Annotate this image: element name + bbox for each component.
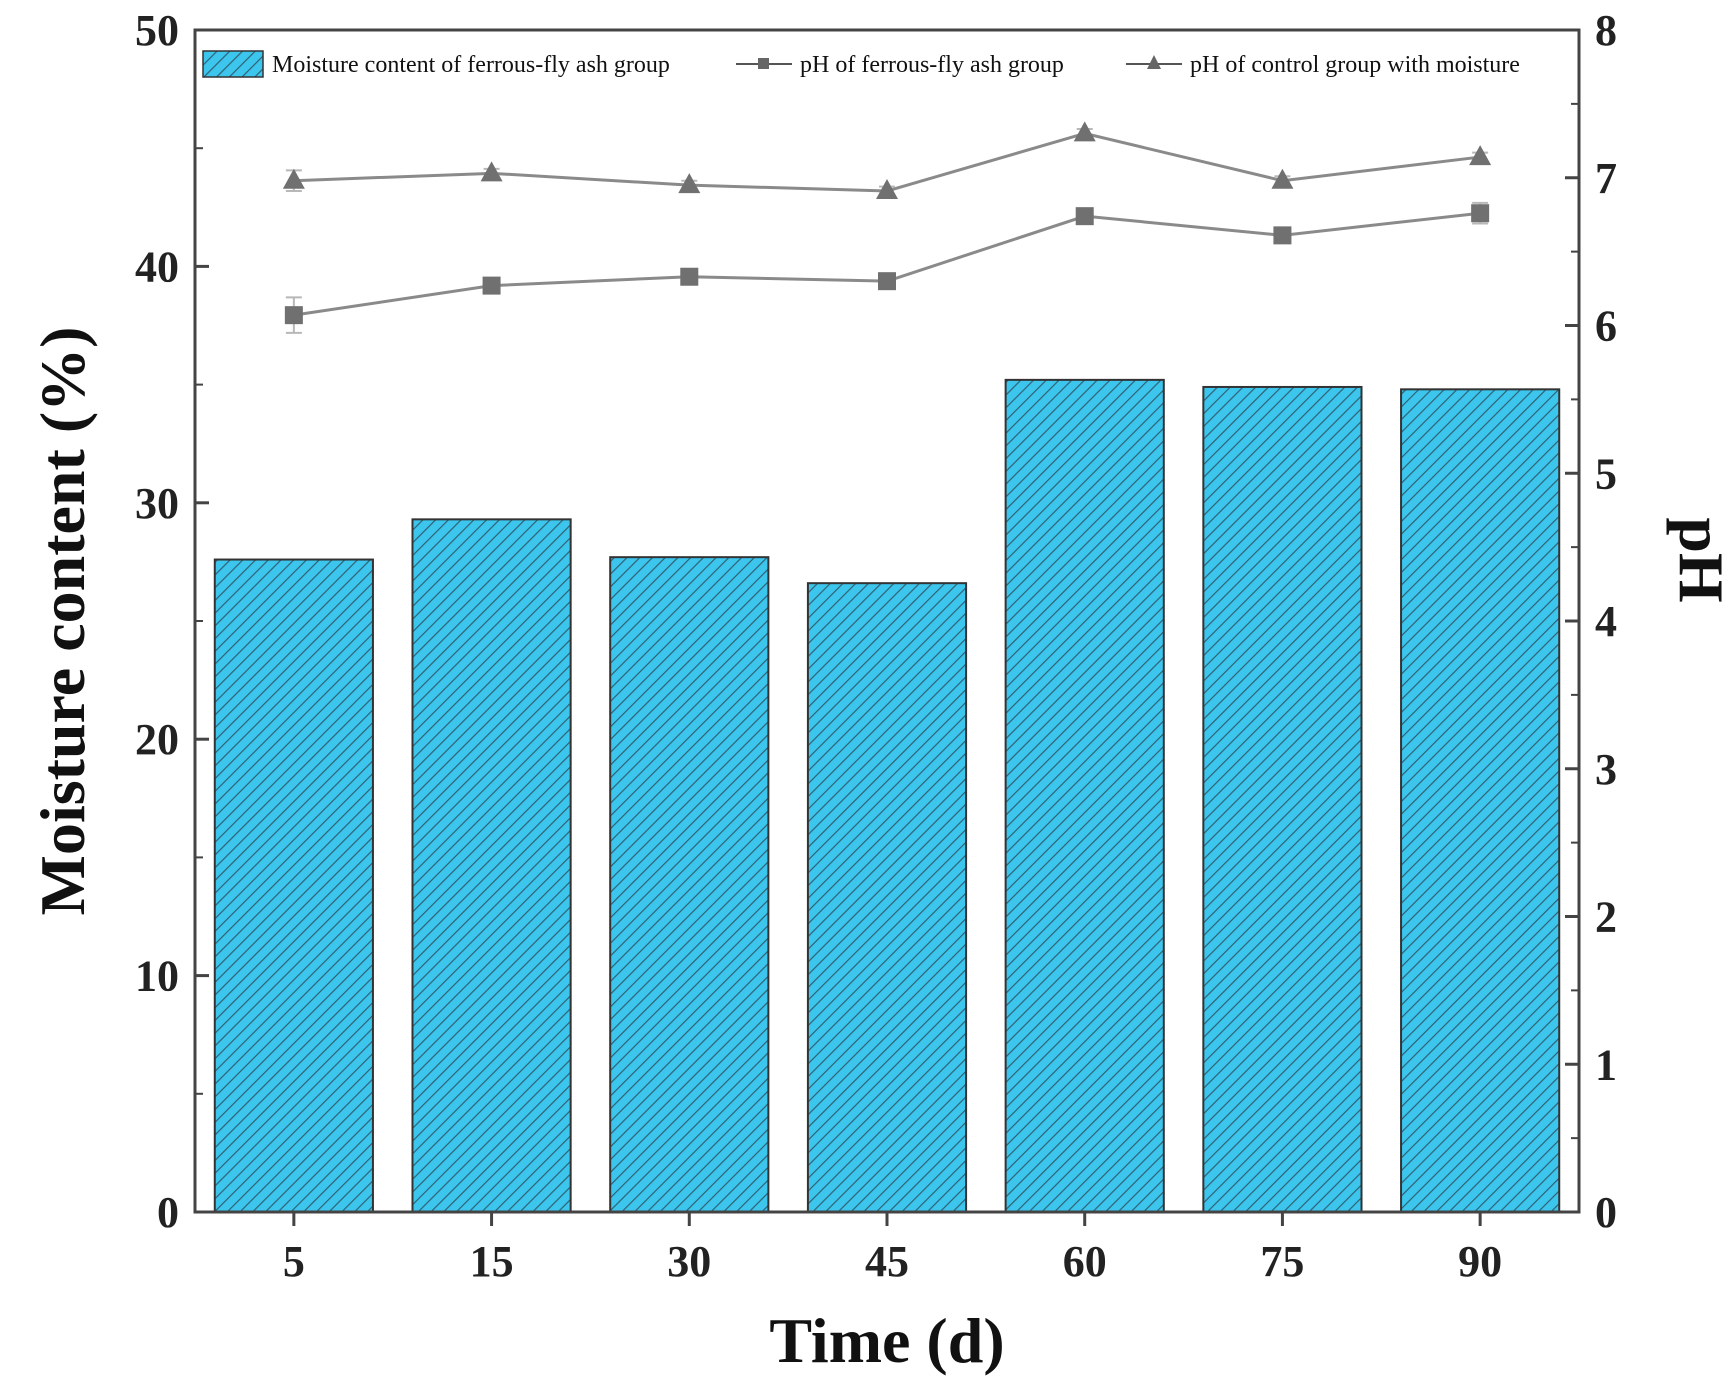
- y-axis-left-title: Moisture content (%): [27, 327, 98, 916]
- line-ph-ferrous: [293, 211, 1481, 317]
- point-ph-control-90: [1469, 145, 1492, 166]
- legend-triangle-marker-icon: [1147, 55, 1161, 69]
- y-right-tick-label-3: 3: [1595, 745, 1617, 794]
- bars-layer: [213, 378, 1561, 1213]
- legend-label-ph-ferrous: pH of ferrous-fly ash group: [800, 52, 1064, 78]
- x-tick-label-30: 30: [667, 1237, 711, 1286]
- x-tick-label-15: 15: [470, 1237, 514, 1286]
- bar-moisture-45: [806, 582, 968, 1213]
- x-tick-label-60: 60: [1063, 1237, 1107, 1286]
- y-left-tick-label-20: 20: [135, 715, 179, 764]
- y-left-tick-label-50: 50: [135, 6, 179, 55]
- point-ph-ferrous-5: [284, 306, 303, 325]
- x-tick-label-45: 45: [865, 1237, 909, 1286]
- bar-moisture-5: [213, 558, 374, 1213]
- bar-moisture-90: [1400, 388, 1561, 1213]
- y-right-tick-label-2: 2: [1595, 893, 1617, 942]
- legend-label-moisture: Moisture content of ferrous-fly ash grou…: [272, 52, 670, 78]
- y-left-tick-label-0: 0: [157, 1188, 179, 1237]
- point-ph-control-45: [876, 179, 898, 200]
- point-ph-ferrous-90: [1471, 204, 1490, 223]
- x-tick-label-75: 75: [1260, 1237, 1304, 1286]
- y-left-tick-label-40: 40: [135, 242, 179, 291]
- legend: Moisture content of ferrous-fly ash grou…: [202, 50, 1520, 78]
- y-right-tick-label-0: 0: [1595, 1188, 1617, 1237]
- bar-moisture-15: [411, 518, 572, 1213]
- y-axis-right-title: pH: [1666, 517, 1736, 602]
- legend-square-marker-icon: [758, 58, 769, 69]
- y-right-tick-label-5: 5: [1595, 449, 1617, 498]
- point-ph-ferrous-45: [878, 272, 896, 291]
- point-ph-ferrous-15: [482, 276, 501, 295]
- point-ph-ferrous-75: [1273, 226, 1292, 245]
- point-ph-control-15: [480, 161, 503, 182]
- legend-label-ph-control: pH of control group with moisture: [1190, 52, 1520, 78]
- bar-moisture-60: [1004, 378, 1165, 1213]
- x-axis-title: Time (d): [769, 1305, 1004, 1376]
- y-right-tick-label-1: 1: [1595, 1040, 1617, 1089]
- point-ph-control-5: [282, 168, 305, 189]
- y-right-tick-label-4: 4: [1595, 597, 1617, 646]
- point-ph-control-75: [1271, 168, 1294, 189]
- y-right-tick-label-7: 7: [1595, 154, 1617, 203]
- lines-layer: [282, 121, 1492, 334]
- point-ph-control-60: [1073, 121, 1096, 142]
- point-ph-control-30: [678, 173, 701, 194]
- bar-moisture-30: [609, 556, 770, 1213]
- legend-swatch-moisture: [202, 50, 264, 78]
- x-tick-label-90: 90: [1458, 1237, 1502, 1286]
- point-ph-ferrous-60: [1075, 207, 1094, 226]
- y-left-tick-label-30: 30: [135, 479, 179, 528]
- y-right-tick-label-6: 6: [1595, 302, 1617, 351]
- y-left-tick-label-10: 10: [135, 952, 179, 1001]
- y-right-tick-label-8: 8: [1595, 6, 1617, 55]
- x-tick-label-5: 5: [283, 1237, 305, 1286]
- bar-moisture-75: [1202, 385, 1363, 1213]
- point-ph-ferrous-30: [680, 267, 699, 286]
